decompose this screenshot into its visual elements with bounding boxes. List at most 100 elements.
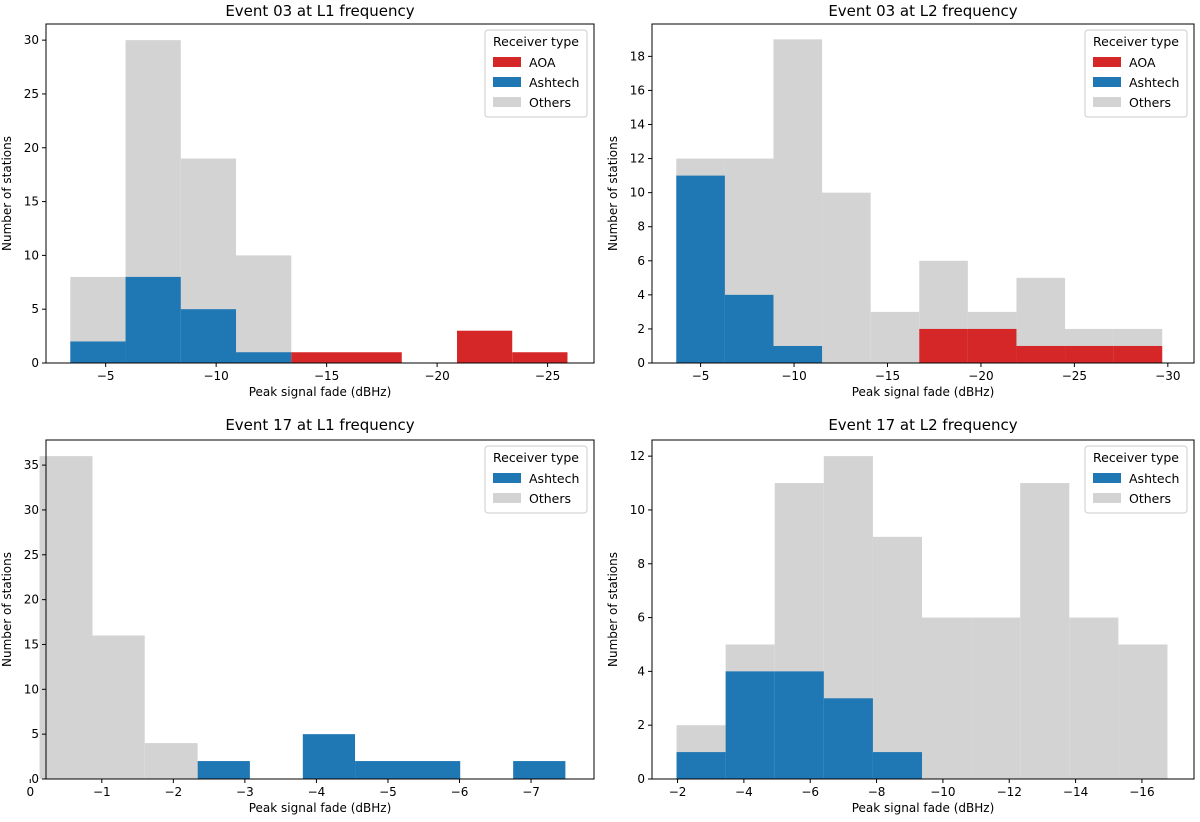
bar-ashtech-4 — [197, 761, 250, 779]
y-tick-label: 2 — [637, 718, 645, 732]
plot-frame — [651, 439, 1195, 780]
x-axis-label: Peak signal fade (dBHz) — [852, 801, 995, 815]
bar-others-6 — [922, 617, 972, 779]
y-tick-label: 2 — [637, 322, 645, 336]
y-tick-label: 4 — [637, 288, 645, 302]
legend-swatch-others — [493, 97, 521, 107]
legend-box — [484, 29, 588, 118]
bar-ashtech-2 — [125, 276, 181, 363]
y-tick-label: 15 — [24, 195, 39, 209]
legend-label-others: Others — [1129, 95, 1171, 110]
legend-title: Receiver type — [493, 34, 579, 49]
x-tick-label: −10 — [203, 369, 228, 383]
x-tick-label: −16 — [1129, 785, 1154, 799]
x-tick-label: −1 — [93, 785, 111, 799]
y-tick-label: 0 — [637, 356, 645, 370]
legend-label-aoa: AOA — [1129, 55, 1156, 70]
y-tick-label: 6 — [637, 611, 645, 625]
bar-others-3 — [144, 743, 198, 779]
bar-others-10 — [1118, 644, 1168, 779]
bar-aoa-6 — [346, 352, 402, 363]
y-tick-label: 30 — [24, 503, 39, 517]
bar-aoa-8 — [1016, 345, 1066, 363]
chart-panel-4: −2 −4 −6 −8 −10 −12 −14 −16 0 2 4 6 8 10 12 Event 17 at… — [606, 416, 1195, 815]
y-tick-label: 14 — [630, 118, 645, 132]
y-tick-label: 4 — [637, 664, 645, 678]
y-axis-label: Number of stations — [0, 552, 14, 667]
bar-ashtech-3 — [774, 671, 824, 779]
legend-swatch-aoa — [1093, 57, 1121, 67]
y-tick-label: 8 — [637, 220, 645, 234]
x-tick-label: −15 — [314, 369, 339, 383]
x-tick-label: −7 — [522, 785, 540, 799]
y-axis-label: Number of stations — [0, 136, 14, 251]
bar-aoa-5 — [291, 352, 347, 363]
y-tick-label: 0 — [637, 772, 645, 786]
x-tick-label: −20 — [968, 369, 993, 383]
bar-ashtech-2 — [725, 671, 775, 779]
bar-ashtech-1 — [70, 341, 126, 363]
y-tick-label: 0 — [31, 772, 39, 786]
legend-swatch-ashtech — [493, 77, 521, 87]
chart-panel-3: 0 −1 −2 −3 −4 −5 −6 −7 0 5 10 15 20 25 30 35 Event 17 at… — [0, 416, 595, 815]
y-tick-label: 25 — [24, 548, 39, 562]
y-tick-label: 10 — [24, 248, 39, 262]
x-tick-label: −4 — [735, 785, 753, 799]
legend-swatch-ashtech — [1093, 77, 1121, 87]
bar-aoa-10 — [1113, 345, 1163, 363]
x-tick-label: −6 — [801, 785, 819, 799]
legend-label-others: Others — [529, 491, 571, 506]
plot-frame — [651, 23, 1195, 364]
x-tick-label: −3 — [236, 785, 254, 799]
y-tick-label: 30 — [24, 33, 39, 47]
legend-label-ashtech: Ashtech — [1129, 471, 1179, 486]
y-tick-label: 18 — [630, 49, 645, 63]
bar-ashtech-10 — [513, 761, 566, 779]
bar-ashtech-4 — [823, 698, 873, 779]
bar-others-2 — [92, 635, 145, 779]
bar-others-5 — [870, 311, 920, 363]
plot-frame — [45, 439, 595, 780]
y-axis-label: Number of stations — [606, 136, 620, 251]
legend-swatch-aoa — [493, 57, 521, 67]
y-tick-label: 10 — [24, 682, 39, 696]
chart-panel-2: −5 −10 −15 −20 −25 −30 0 2 4 6 8 10 12 14 16 18 Event 03… — [606, 2, 1195, 399]
x-tick-label: −20 — [424, 369, 449, 383]
y-tick-label: 6 — [637, 254, 645, 268]
legend: Receiver type AOA Ashtech Others — [484, 29, 588, 118]
bar-ashtech-3 — [773, 345, 823, 363]
chart-title: Event 17 at L2 frequency — [828, 416, 1017, 434]
plot-frame — [45, 23, 595, 364]
bar-aoa-7 — [967, 328, 1017, 363]
y-tick-label: 12 — [630, 152, 645, 166]
legend: Receiver type Ashtech Others — [484, 445, 588, 514]
legend-title: Receiver type — [1093, 34, 1179, 49]
y-axis-label: Number of stations — [606, 552, 620, 667]
y-tick-label: 25 — [24, 87, 39, 101]
x-tick-label: −12 — [997, 785, 1022, 799]
bar-ashtech-1 — [676, 752, 726, 779]
bar-ashtech-4 — [236, 352, 292, 363]
y-tick-label: 20 — [24, 141, 39, 155]
bar-ashtech-2 — [724, 294, 774, 363]
bar-ashtech-6 — [302, 734, 356, 779]
legend-label-ashtech: Ashtech — [529, 75, 579, 90]
chart-title: Event 03 at L2 frequency — [828, 2, 1017, 20]
x-tick-label: −8 — [868, 785, 886, 799]
y-tick-label: 20 — [24, 593, 39, 607]
y-tick-label: 10 — [630, 186, 645, 200]
x-tick-label: −10 — [930, 785, 955, 799]
x-tick-label: −15 — [875, 369, 900, 383]
bar-ashtech-3 — [180, 309, 237, 363]
legend-label-others: Others — [529, 95, 571, 110]
legend-title: Receiver type — [493, 450, 579, 465]
x-tick-label: −25 — [1062, 369, 1087, 383]
y-tick-label: 16 — [630, 83, 645, 97]
y-tick-label: 15 — [24, 637, 39, 651]
legend-title: Receiver type — [1093, 450, 1179, 465]
x-tick-label: −2 — [669, 785, 687, 799]
bar-aoa-8 — [457, 330, 513, 363]
bar-others-4 — [822, 192, 871, 363]
y-tick-label: 12 — [630, 449, 645, 463]
chart-title: Event 17 at L1 frequency — [225, 416, 414, 434]
